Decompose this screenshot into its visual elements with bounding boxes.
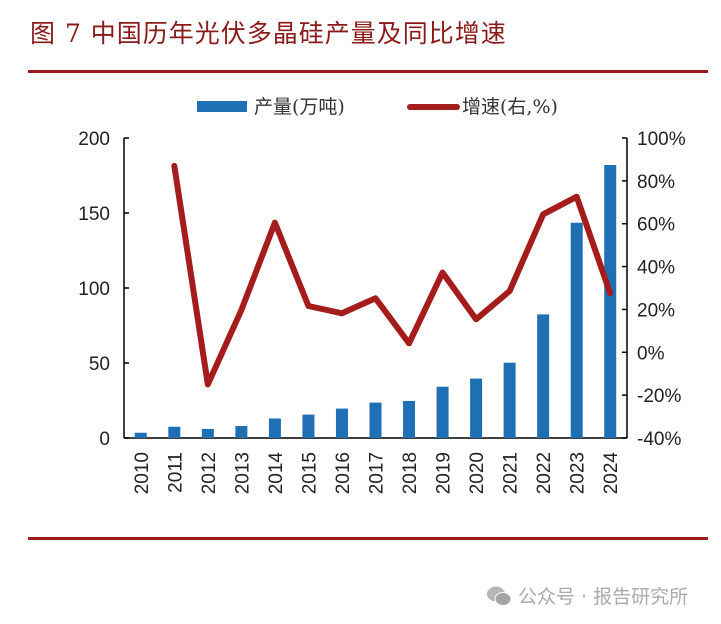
- bar-2021: [503, 362, 516, 438]
- right-tick-label: 40%: [637, 258, 675, 279]
- x-tick-label: 2016: [333, 452, 354, 494]
- x-tick-label: 2023: [568, 452, 589, 494]
- left-tick-label: 100: [78, 279, 110, 300]
- bar-2024: [604, 165, 617, 438]
- bar-2020: [470, 378, 483, 438]
- bar-2010: [134, 432, 147, 438]
- growth-line: [171, 162, 614, 388]
- right-tick-label: 20%: [637, 300, 675, 321]
- legend-bar-swatch: [197, 101, 247, 112]
- left-tick-label: 50: [89, 354, 110, 375]
- x-tick-label: 2022: [534, 452, 555, 494]
- left-tick-label: 0: [99, 429, 110, 450]
- right-tick-label: 0%: [637, 343, 665, 364]
- bar-2016: [335, 408, 348, 438]
- right-tick-label: -20%: [637, 386, 681, 407]
- bar-2014: [268, 418, 281, 438]
- legend: 产量(万吨) 增速(右,%): [197, 96, 558, 118]
- figure-title: 图 7 中国历年光伏多晶硅产量及同比增速: [30, 19, 507, 48]
- watermark: 公众号 · 报告研究所: [486, 582, 688, 609]
- x-tick-label: 2021: [501, 452, 522, 494]
- right-tick-label: 80%: [637, 172, 675, 193]
- x-tick-label: 2015: [299, 452, 320, 494]
- x-tick-label: 2010: [132, 452, 153, 494]
- x-tick-label: 2013: [232, 452, 253, 494]
- legend-line-label: 增速(右,%): [462, 96, 558, 118]
- bar-2018: [403, 400, 416, 438]
- bar-2019: [436, 386, 449, 438]
- bar-2022: [537, 314, 550, 438]
- top-rule: [28, 70, 708, 73]
- legend-bar-label: 产量(万吨): [254, 96, 345, 118]
- bottom-rule: [28, 537, 708, 540]
- x-tick-label: 2019: [434, 452, 455, 494]
- x-tick-label: 2011: [165, 452, 186, 493]
- bar-2013: [235, 426, 248, 438]
- x-tick-label: 2024: [601, 452, 622, 495]
- x-tick-label: 2018: [400, 452, 421, 494]
- x-tick-label: 2012: [199, 452, 220, 494]
- left-tick-label: 150: [78, 204, 110, 225]
- x-tick-label: 2014: [266, 452, 287, 495]
- x-tick-label: 2017: [367, 452, 388, 494]
- bar-2015: [302, 414, 315, 438]
- bar-2017: [369, 402, 382, 438]
- right-tick-label: 60%: [637, 215, 675, 236]
- watermark-text: 公众号 · 报告研究所: [518, 586, 689, 608]
- right-tick-label: 100%: [637, 129, 686, 150]
- x-tick-label: 2020: [467, 452, 488, 494]
- right-tick-label: -40%: [637, 429, 681, 450]
- wechat-icon: [487, 586, 512, 606]
- bar-2023: [570, 222, 583, 438]
- bar-2012: [201, 429, 214, 438]
- bar-2011: [168, 426, 181, 438]
- left-tick-label: 200: [78, 129, 110, 150]
